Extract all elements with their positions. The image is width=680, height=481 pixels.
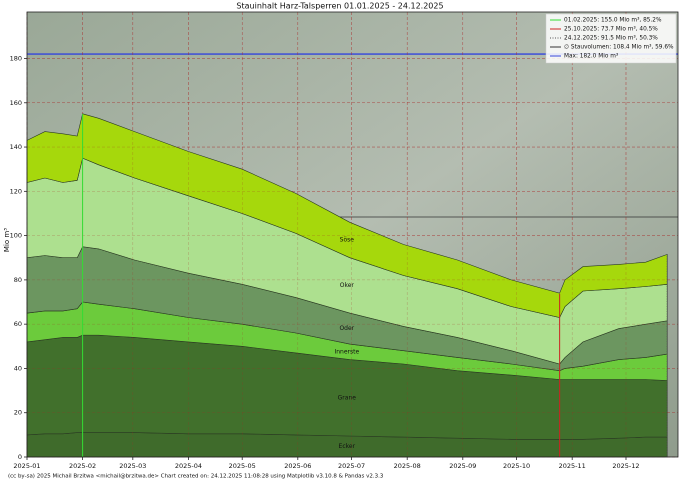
legend-label: 01.02.2025: 155.0 Mio m³, 85.2% (564, 17, 662, 24)
axes-frame (26, 11, 679, 458)
legend-label: 24.12.2025: 91.5 Mio m³, 50.3% (564, 35, 658, 42)
area-label: Grane (338, 394, 357, 401)
y-tick-label: 60 (14, 320, 22, 328)
area-label: Söse (340, 237, 355, 244)
y-tick-label: 120 (10, 187, 22, 195)
footer: (cc by-sa) 2025 Michail Brzitwa <michail… (8, 474, 384, 480)
y-tick-label: 80 (14, 276, 22, 284)
y-tick-label: 100 (10, 232, 22, 240)
y-tick-label: 20 (14, 409, 22, 417)
x-tick-label: 2025-11 (559, 462, 586, 470)
y-axis-label: Mio m³ (3, 228, 11, 252)
x-tick-label: 2025-03 (119, 462, 146, 470)
area-label: Oker (340, 282, 355, 289)
x-tick-label: 2025-02 (69, 462, 96, 470)
x-tick-label: 2025-07 (338, 462, 365, 470)
y-tick-label: 140 (10, 143, 22, 151)
x-tick-label: 2025-10 (503, 462, 530, 470)
legend-label: 25.10.2025: 73.7 Mio m³, 40.5% (564, 26, 658, 33)
x-tick-label: 2025-08 (394, 462, 421, 470)
y-tick-label: 180 (10, 54, 22, 62)
y-tick-label: 0 (18, 453, 22, 461)
y-tick-label: 40 (14, 364, 22, 372)
legend-label: Max: 182.0 Mio m³ (564, 53, 619, 60)
legend-box (545, 13, 677, 64)
x-tick-label: 2025-05 (229, 462, 256, 470)
x-tick-label: 2025-06 (284, 462, 311, 470)
area-label: Ecker (339, 443, 356, 450)
area-label: Innerste (334, 348, 359, 355)
chart-title: Stauinhalt Harz-Talsperren 01.01.2025 - … (236, 2, 443, 11)
x-tick-label: 2025-04 (175, 462, 202, 470)
y-tick-label: 160 (10, 99, 22, 107)
area-label: Oder (339, 325, 354, 332)
x-tick-label: 2025-01 (13, 462, 40, 470)
legend-label: ∅ Stauvolumen: 108.4 Mio m³, 59.6% (564, 44, 674, 51)
x-tick-label: 2025-09 (449, 462, 476, 470)
x-tick-label: 2025-12 (612, 462, 639, 470)
